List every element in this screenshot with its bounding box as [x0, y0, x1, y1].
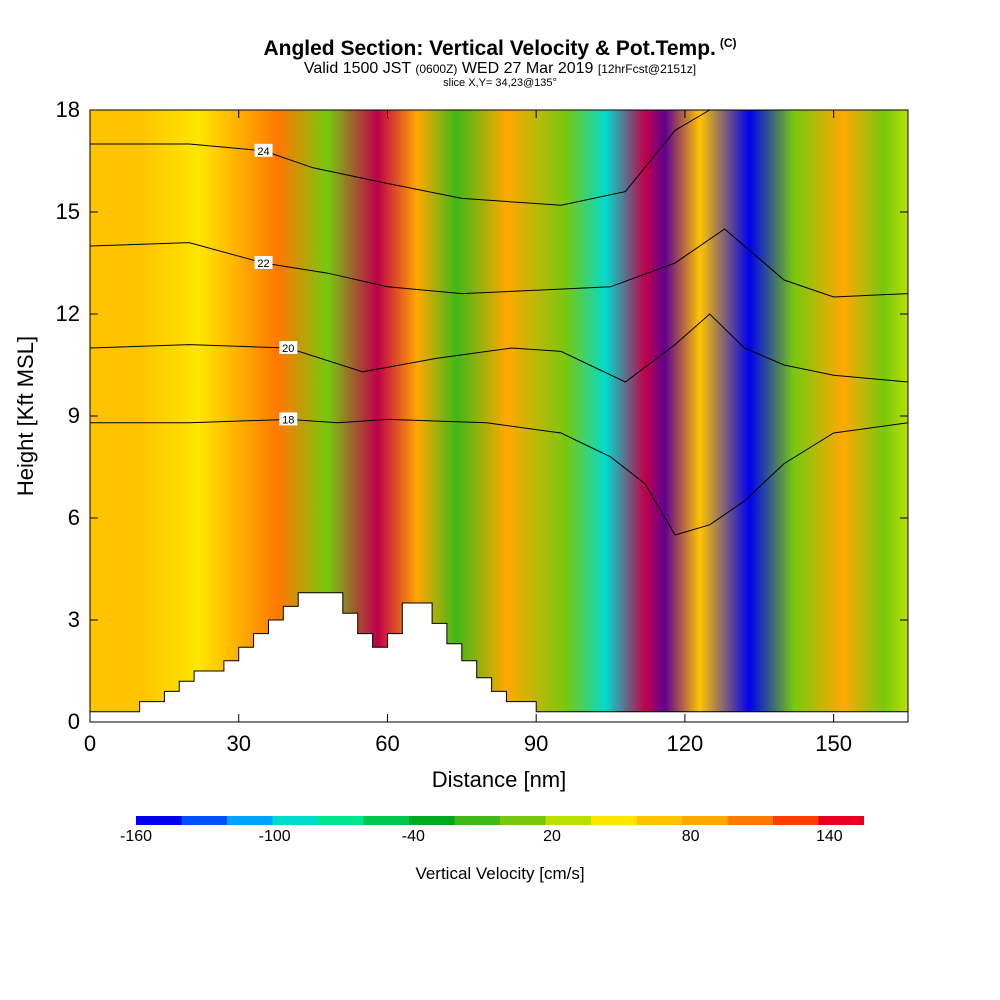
colorbar-swatch — [272, 816, 319, 825]
title-unit: (C) — [719, 36, 737, 50]
subtitle-forecast: [12hrFcst@2151z] — [597, 62, 697, 76]
svg-text:22: 22 — [257, 258, 269, 270]
colorbar-swatch — [227, 816, 273, 825]
svg-text:24: 24 — [257, 146, 269, 158]
x-axis-label-text: Distance [nm] — [431, 767, 567, 792]
theta-contour-20 — [89, 313, 909, 383]
colorbar-tick-label: 80 — [681, 828, 700, 845]
terrain — [89, 592, 909, 723]
slice-info: slice X,Y= 34,23@135° — [443, 77, 557, 89]
colorbar-swatch — [773, 816, 819, 825]
colorbar-swatch — [727, 816, 774, 825]
colorbar-swatch — [818, 816, 864, 825]
svg-text:18: 18 — [282, 414, 294, 426]
y-tick-label: 15 — [55, 199, 80, 224]
x-tick-label: 60 — [375, 731, 400, 756]
x-axis-label: Distance [nm] — [0, 767, 1000, 793]
colorbar-swatch — [454, 816, 501, 825]
velocity-field — [90, 110, 908, 722]
x-tick-label: 150 — [815, 731, 852, 756]
y-tick-label: 6 — [67, 505, 80, 530]
colorbar — [136, 816, 864, 825]
colorbar-swatch — [318, 816, 364, 825]
colorbar-tick-label: -160 — [119, 828, 153, 845]
subtitle-date: WED 27 Mar 2019 — [461, 60, 594, 77]
y-tick-label: 12 — [55, 301, 80, 326]
chart-title: Angled Section: Vertical Velocity & Pot.… — [0, 36, 1000, 61]
chart-subtitle: Valid 1500 JST (0600Z) WED 27 Mar 2019 [… — [0, 60, 1000, 78]
y-tick-label: 9 — [67, 403, 80, 428]
y-axis-label: Height [Kft MSL] — [13, 335, 38, 497]
colorbar-swatch — [181, 816, 228, 825]
y-tick-label: 3 — [67, 607, 80, 632]
theta-contour-18 — [90, 418, 909, 536]
x-tick-label: 90 — [523, 731, 549, 756]
colorbar-swatch — [363, 816, 410, 825]
colorbar-label: Vertical Velocity [cm/s] — [415, 864, 585, 883]
subtitle-utc: (0600Z) — [415, 62, 458, 76]
title-text: Angled Section: Vertical Velocity & Pot.… — [263, 37, 716, 60]
x-tick-label: 120 — [666, 731, 704, 756]
colorbar-tick-label: 20 — [543, 828, 561, 845]
y-tick-label: 0 — [67, 709, 80, 734]
colorbar-swatch — [636, 816, 683, 825]
x-tick-label: 30 — [226, 731, 251, 756]
colorbar-swatch — [409, 816, 455, 825]
colorbar-swatch — [682, 816, 728, 825]
colorbar-tick-label: 140 — [815, 828, 843, 845]
colorbar-swatch — [136, 816, 182, 825]
svg-text:20: 20 — [282, 343, 294, 355]
y-tick-label: 18 — [55, 97, 80, 122]
theta-contour-label: 22 — [254, 256, 273, 270]
theta-contour-label: 20 — [279, 341, 298, 355]
theta-contour-label: 24 — [254, 143, 273, 158]
theta-contour-label: 18 — [279, 412, 298, 426]
colorbar-tick-label: -100 — [258, 828, 291, 845]
subtitle-valid: Valid 1500 JST — [303, 60, 411, 77]
colorbar-swatch — [500, 816, 546, 825]
x-tick-label: 0 — [83, 731, 97, 756]
colorbar-swatch — [545, 816, 592, 825]
theta-contour-24 — [90, 109, 710, 206]
colorbar-tick-label: -40 — [401, 828, 425, 845]
colorbar-swatch — [591, 816, 637, 825]
